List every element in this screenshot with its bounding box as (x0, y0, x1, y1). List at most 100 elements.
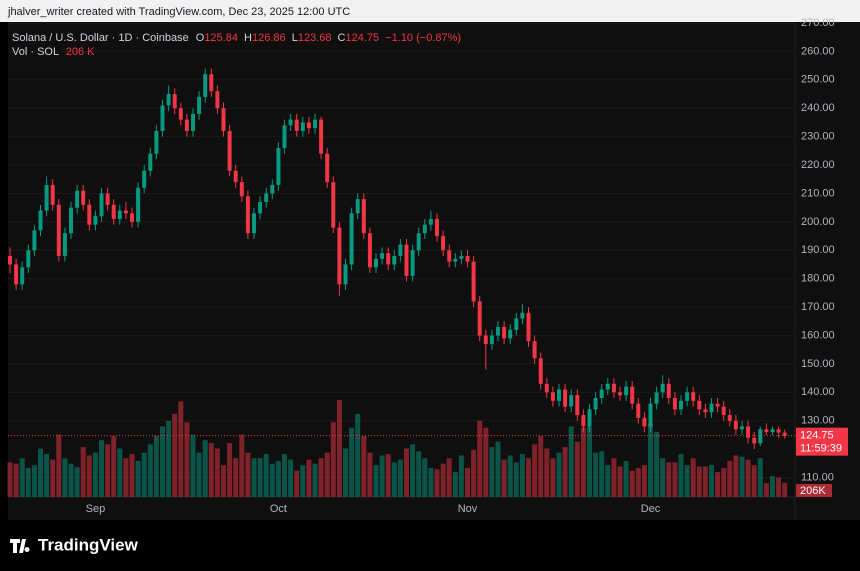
volume-bar (733, 455, 739, 497)
candle-body (733, 420, 738, 430)
volume-bar (269, 463, 275, 497)
volume-bar (672, 462, 678, 497)
volume-bar (434, 469, 440, 497)
candle-body (471, 261, 476, 302)
y-tick-label: 230.00 (801, 131, 835, 143)
volume-bar (257, 458, 263, 497)
candle-body (483, 335, 488, 345)
candle-body (386, 253, 391, 265)
volume-bar (757, 458, 763, 497)
candle-body (520, 312, 525, 319)
volume-bar (599, 451, 605, 497)
volume-bar (465, 467, 470, 497)
candle-body (593, 398, 598, 410)
volume-bar (397, 459, 403, 497)
candle-body (117, 210, 122, 220)
candle-body (618, 392, 622, 396)
candle-body (709, 403, 714, 413)
volume-bar (38, 448, 43, 497)
volume-bar (153, 436, 159, 497)
y-tick-label: 200.00 (801, 216, 835, 228)
candle-body (166, 94, 171, 106)
volume-bar (367, 452, 373, 497)
y-tick-label: 220.00 (801, 159, 835, 171)
volume-value: 206 K (66, 46, 95, 58)
candle-body (538, 358, 543, 384)
candle-body (715, 403, 720, 407)
volume-bar (562, 447, 568, 497)
volume-bar (105, 444, 111, 497)
volume-bar (123, 458, 129, 497)
candle-body (752, 437, 757, 444)
y-tick-label: 110.00 (801, 471, 834, 483)
candle-body (239, 182, 244, 197)
candle-body (87, 204, 92, 225)
candle-body (69, 207, 73, 234)
candle-body (282, 125, 287, 149)
volume-bar (623, 460, 629, 497)
candle-body (50, 184, 55, 205)
volume-bar (56, 434, 62, 497)
volume-bar (648, 423, 653, 497)
volume-bar (147, 444, 153, 497)
candle-body (264, 193, 269, 202)
candle-body (154, 130, 159, 154)
volume-bar (312, 463, 318, 497)
candle-body (477, 301, 482, 336)
volume-bar (318, 458, 324, 497)
x-tick-label: Oct (270, 503, 287, 515)
volume-bar (343, 448, 348, 497)
plot-area (8, 22, 860, 520)
volume-bar (324, 452, 330, 497)
volume-tag-label: 206K (800, 485, 826, 497)
volume-bar (19, 458, 25, 497)
volume-bar (208, 442, 214, 497)
volume-bar (593, 452, 599, 497)
candle-body (447, 250, 452, 262)
volume-legend: Vol · SOL 206 K (12, 46, 95, 58)
volume-bar (422, 458, 428, 497)
volume-bar (660, 458, 666, 497)
volume-bar (336, 400, 342, 497)
volume-bar (294, 470, 300, 497)
volume-bar (92, 452, 98, 497)
volume-bar (13, 463, 19, 497)
volume-bar (227, 442, 233, 497)
volume-bar (117, 448, 123, 497)
candle-body (203, 74, 208, 97)
y-tick-label: 150.00 (801, 358, 835, 370)
candle-body (349, 213, 354, 265)
candle-body (581, 415, 586, 427)
volume-bar (68, 463, 74, 497)
volume-bar (62, 458, 68, 497)
y-tick-label: 240.00 (801, 102, 835, 114)
volume-bar (99, 440, 104, 497)
volume-bar (221, 465, 226, 497)
volume-bar (696, 466, 702, 497)
candle-body (343, 264, 348, 285)
candle-body (489, 335, 494, 345)
candle-body (380, 253, 385, 259)
volume-bar (580, 427, 586, 497)
candle-body (26, 250, 31, 268)
candle-body (252, 213, 256, 234)
candle-body (599, 389, 604, 399)
candle-body (325, 153, 330, 183)
candle-body (508, 329, 513, 339)
volume-bar (355, 413, 361, 497)
candle-body (465, 255, 470, 262)
volume-bar (86, 455, 92, 497)
volume-bar (306, 459, 312, 497)
volume-bar (404, 448, 409, 497)
y-tick-label: 190.00 (801, 244, 835, 256)
header-bar (0, 0, 860, 22)
volume-bar (550, 458, 556, 497)
candle-body (672, 398, 677, 410)
candle-body (758, 429, 763, 444)
volume-bar (135, 460, 141, 497)
candle-body (319, 119, 324, 154)
candle-body (184, 119, 189, 131)
y-tick-label: 210.00 (801, 187, 835, 199)
volume-bar (202, 440, 208, 497)
volume-bar (715, 472, 721, 497)
